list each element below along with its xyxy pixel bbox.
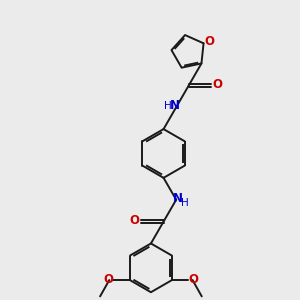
Text: O: O <box>189 273 199 286</box>
Text: H: H <box>164 101 172 111</box>
Text: N: N <box>173 192 183 205</box>
Text: H: H <box>181 198 189 208</box>
Text: O: O <box>103 273 113 286</box>
Text: O: O <box>130 214 140 227</box>
Text: N: N <box>170 99 180 112</box>
Text: O: O <box>213 78 223 91</box>
Text: O: O <box>204 35 214 48</box>
